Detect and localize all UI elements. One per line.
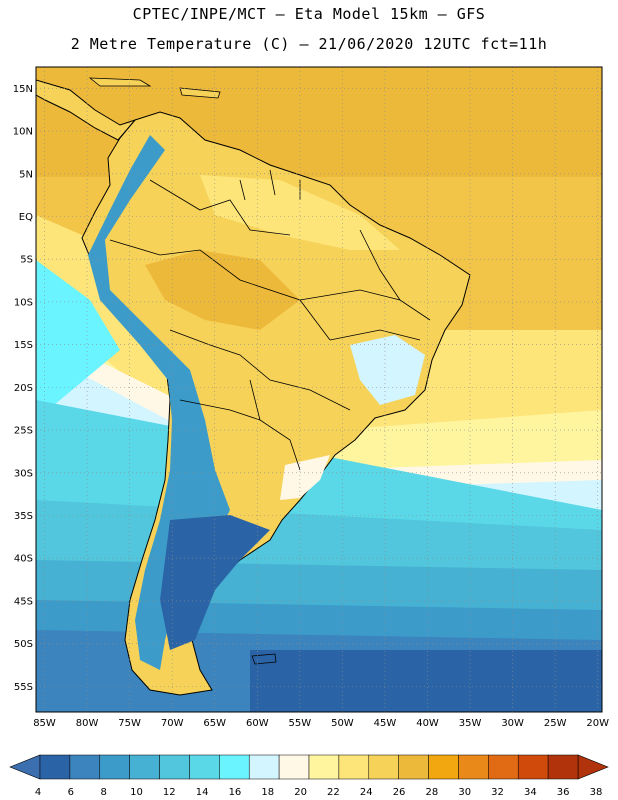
amazon-region [200, 175, 400, 250]
colorbar-label: 10 [130, 787, 143, 798]
lon-label: 55W [289, 718, 312, 729]
colorbar-label: 24 [360, 787, 373, 798]
colorbar-cell [368, 754, 399, 780]
land-interior-warm [145, 250, 300, 330]
lat-label: 15N [13, 84, 33, 95]
caribbean-islands [88, 77, 221, 99]
colorbar-label: 8 [100, 787, 106, 798]
patagonia-cold [160, 515, 270, 650]
pacific-cool-tongue [36, 260, 120, 420]
colorbar-label: 30 [458, 787, 471, 798]
lat-label: 35S [14, 511, 33, 522]
lat-label: 30S [14, 468, 33, 479]
lon-label: 80W [76, 718, 99, 729]
colorbar-cell [159, 754, 190, 780]
colorbar-right-arrow [577, 754, 609, 780]
colorbar-cell [278, 754, 310, 780]
central-america-land [36, 79, 137, 141]
lat-label: 5N [19, 169, 33, 180]
lat-label: 10S [14, 297, 33, 308]
colorbar-cell [308, 754, 340, 780]
lat-label: 50S [14, 639, 33, 650]
colorbar-cell [189, 754, 220, 780]
lon-label: 60W [246, 718, 269, 729]
colorbar-cell [398, 754, 429, 780]
colorbar-label: 28 [426, 787, 439, 798]
colorbar-label: 34 [524, 787, 537, 798]
lat-label: EQ [19, 212, 33, 223]
lat-label: 55S [14, 682, 33, 693]
lon-label: 25W [544, 718, 567, 729]
lat-label: 10N [13, 127, 33, 138]
southern-brazil-cool [280, 455, 330, 500]
colorbar-cell [458, 754, 489, 780]
colorbar-cell [248, 754, 280, 780]
colorbar-label: 38 [590, 787, 603, 798]
colorbar-label: 26 [393, 787, 406, 798]
latitude-labels: 15N 10N 5N EQ 5S 10S 15S 20S 25S 30S 35S 40S 45S 50S 5… [13, 84, 33, 693]
colorbar-label: 14 [196, 787, 209, 798]
colorbar-label: 6 [68, 787, 74, 798]
colorbar-label: 12 [163, 787, 176, 798]
falkland-islands [251, 653, 277, 665]
colorbar-cell [547, 754, 579, 780]
colorbar-label: 16 [229, 787, 242, 798]
lat-label: 45S [14, 596, 33, 607]
lon-label: 40W [416, 718, 439, 729]
map-field [36, 67, 602, 712]
lat-label: 25S [14, 426, 33, 437]
colorbar-label: 4 [35, 787, 41, 798]
lon-label: 75W [118, 718, 141, 729]
ocean-band-4 [250, 650, 602, 712]
colorbar-cell [39, 754, 71, 780]
lon-label: 85W [33, 718, 56, 729]
colorbar-cell [488, 754, 519, 780]
lon-label: 30W [501, 718, 524, 729]
colorbar-label: 20 [294, 787, 307, 798]
colorbar: 4 6 8 10 12 14 16 18 20 22 24 26 28 30 32 34 36 38 [9, 754, 609, 798]
lat-label: 40S [14, 554, 33, 565]
lat-label: 20S [14, 383, 33, 394]
colorbar-left-arrow [9, 754, 41, 780]
lon-label: 70W [161, 718, 184, 729]
colorbar-cell [338, 754, 370, 780]
map-title-variable: 2 Metre Temperature (C) – 21/06/2020 12U… [70, 35, 548, 53]
colorbar-cell [428, 754, 459, 780]
lon-label: 65W [203, 718, 226, 729]
colorbar-label: 32 [491, 787, 504, 798]
map-frame [35, 66, 603, 713]
colorbar-label: 18 [261, 787, 274, 798]
lat-label: 5S [20, 255, 33, 266]
lat-label: 15S [14, 340, 33, 351]
lon-label: 45W [374, 718, 397, 729]
lon-label: 35W [459, 718, 482, 729]
lon-label: 50W [331, 718, 354, 729]
colorbar-cell [219, 754, 250, 780]
colorbar-cell [69, 754, 101, 780]
country-borders [109, 169, 431, 471]
colorbar-cell [99, 754, 130, 780]
longitude-labels: 85W 80W 75W 70W 65W 60W 55W 50W 45W 40W 35W 30W 25W 2… [33, 718, 609, 729]
map-title-model: CPTEC/INPE/MCT – Eta Model 15km – GFS [132, 5, 486, 23]
colorbar-cell [129, 754, 160, 780]
colorbar-label: 22 [327, 787, 340, 798]
lon-label: 20W [586, 718, 609, 729]
colorbar-label: 36 [557, 787, 570, 798]
colorbar-cell [517, 754, 549, 780]
